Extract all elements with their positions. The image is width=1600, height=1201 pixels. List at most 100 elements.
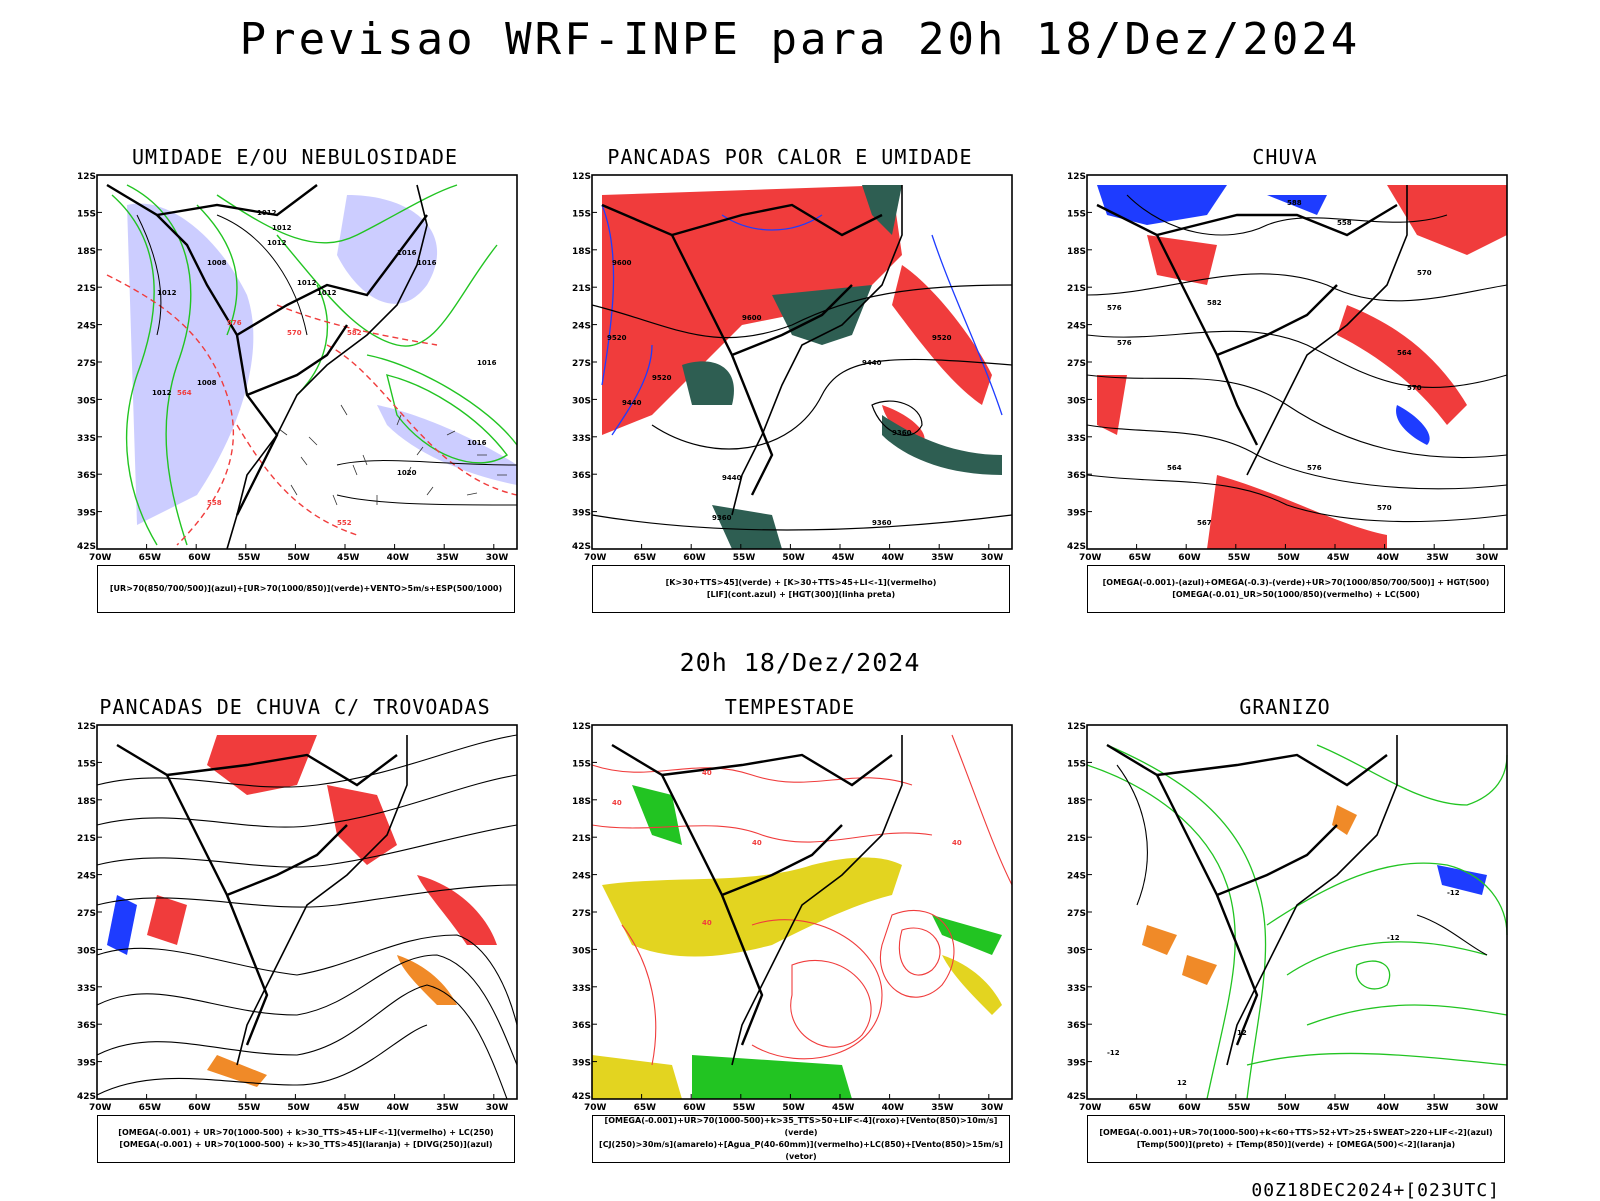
green-contours bbox=[111, 184, 518, 546]
panel-legend: [OMEGA(-0.001)-(azul)+OMEGA(-0.3)-(verde… bbox=[1087, 565, 1505, 613]
lon-tick-label: 45W bbox=[337, 553, 360, 563]
lat-tick-label: 21S bbox=[77, 284, 96, 294]
lat-tick-label: 30S bbox=[572, 396, 591, 406]
legend-line: [OMEGA(-0.001) + UR>70(1000-500) + k>30_… bbox=[119, 1140, 493, 1149]
contour-label: 1008 bbox=[207, 259, 227, 267]
fill-red bbox=[147, 735, 497, 945]
contour-label: 552 bbox=[337, 519, 352, 527]
lat-tick-label: 21S bbox=[572, 284, 591, 294]
lon-tick-label: 35W bbox=[931, 1103, 954, 1113]
lon-tick-label: 70W bbox=[89, 1103, 112, 1113]
lat-tick-label: 21S bbox=[1067, 284, 1086, 294]
contour-label: -12 bbox=[1107, 1049, 1120, 1057]
panel-title: PANCADAS DE CHUVA C/ TROVOADAS bbox=[99, 695, 491, 719]
red-contours bbox=[106, 274, 518, 546]
lon-tick-label: 50W bbox=[287, 1103, 310, 1113]
contour-label: 9520 bbox=[607, 334, 627, 342]
lon-tick-label: 65W bbox=[1129, 1103, 1152, 1113]
country-borders bbox=[611, 743, 893, 1046]
lon-tick-label: 35W bbox=[436, 1103, 459, 1113]
lat-tick-label: 36S bbox=[77, 471, 96, 481]
panel-legend: [OMEGA(-0.001)+UR>70(1000-500)+k<60+TTS>… bbox=[1087, 1115, 1505, 1163]
coastline bbox=[731, 735, 903, 1066]
lat-tick-label: 42S bbox=[1067, 1092, 1086, 1102]
contour-label: 1012 bbox=[317, 289, 337, 297]
lon-tick-label: 65W bbox=[139, 553, 162, 563]
contour-label: 570 bbox=[1417, 269, 1432, 277]
fill-red bbox=[1097, 185, 1507, 549]
lat-tick-label: 30S bbox=[1067, 946, 1086, 956]
lat-tick-label: 24S bbox=[1067, 872, 1086, 882]
legend-line: [OMEGA(-0.001)+UR>70(1000-500)+k<60+TTS>… bbox=[1099, 1128, 1493, 1137]
contour-label: 1012 bbox=[272, 224, 292, 232]
lat-tick-label: 12S bbox=[572, 722, 591, 732]
contour-label: 40 bbox=[952, 839, 962, 847]
legend-line: [K>30+TTS>45](verde) + [K>30+TTS>45+LI<-… bbox=[665, 578, 937, 587]
lon-tick-label: 40W bbox=[1377, 1103, 1400, 1113]
panel-chuva: CHUVA 12S 15S 18 bbox=[1065, 145, 1508, 625]
contour-label: -12 bbox=[1447, 889, 1460, 897]
lat-tick-label: 42S bbox=[572, 1092, 591, 1102]
panel-title: CHUVA bbox=[1252, 145, 1318, 169]
lat-tick-label: 24S bbox=[77, 322, 96, 332]
blue-contours bbox=[601, 204, 1003, 436]
lon-tick-label: 70W bbox=[1079, 553, 1102, 563]
lat-tick-label: 12S bbox=[1067, 722, 1086, 732]
lat-tick-label: 27S bbox=[572, 359, 591, 369]
lat-tick-label: 30S bbox=[1067, 396, 1086, 406]
panel-title: UMIDADE E/OU NEBULOSIDADE bbox=[131, 145, 459, 169]
contour-label: 1016 bbox=[417, 259, 437, 267]
contour-label: 567 bbox=[1197, 519, 1212, 527]
contour-label: 576 bbox=[227, 319, 242, 327]
lon-tick-label: 70W bbox=[89, 553, 112, 563]
legend-line: [LIF](cont.azul) + [HGT(300)](linha pret… bbox=[706, 590, 896, 599]
lon-tick-label: 45W bbox=[832, 1103, 855, 1113]
lat-tick-label: 18S bbox=[77, 797, 96, 807]
lon-tick-label: 55W bbox=[733, 1103, 756, 1113]
fill-orange bbox=[1142, 805, 1357, 985]
panel-legend: [UR>70(850/700/500)](azul)+[UR>70(1000/8… bbox=[97, 565, 515, 613]
lat-tick-label: 15S bbox=[572, 759, 591, 769]
contour-label: 12 bbox=[1177, 1079, 1187, 1087]
panel-legend: [OMEGA(-0.001)+UR>70(1000-500)+k>35_TTS>… bbox=[592, 1115, 1010, 1163]
lon-tick-label: 40W bbox=[882, 1103, 905, 1113]
lat-tick-label: 36S bbox=[572, 471, 591, 481]
lon-tick-label: 30W bbox=[1476, 1103, 1499, 1113]
lat-tick-label: 27S bbox=[1067, 359, 1086, 369]
contour-label: 1016 bbox=[477, 359, 497, 367]
lon-tick-label: 55W bbox=[238, 553, 261, 563]
lat-tick-label: 42S bbox=[77, 542, 96, 552]
panel-granizo: GRANIZO bbox=[1065, 695, 1508, 1175]
lon-tick-label: 40W bbox=[882, 553, 905, 563]
contour-label: 570 bbox=[287, 329, 302, 337]
contour-label: 9600 bbox=[612, 259, 632, 267]
panel-tempestade: TEMPESTADE 12S bbox=[570, 695, 1013, 1175]
lat-tick-label: 36S bbox=[572, 1021, 591, 1031]
lon-tick-label: 30W bbox=[486, 553, 509, 563]
lat-tick-label: 30S bbox=[77, 946, 96, 956]
lat-tick-label: 27S bbox=[77, 359, 96, 369]
fill-orange bbox=[207, 955, 457, 1087]
legend-line: [OMEGA(-0.01)_UR>50(1000/850)(vermelho) … bbox=[1172, 590, 1420, 599]
lat-tick-label: 39S bbox=[1067, 509, 1086, 519]
panel-title: TEMPESTADE bbox=[724, 695, 856, 719]
lat-tick-label: 36S bbox=[77, 1021, 96, 1031]
lon-tick-label: 35W bbox=[436, 553, 459, 563]
contour-label: 558 bbox=[207, 499, 222, 507]
height-contours bbox=[591, 284, 1013, 531]
lat-tick-label: 39S bbox=[1067, 1059, 1086, 1069]
lon-tick-label: 35W bbox=[1426, 1103, 1449, 1113]
coastline bbox=[731, 185, 903, 516]
temp-contours bbox=[1116, 764, 1488, 956]
lon-tick-label: 55W bbox=[1228, 1103, 1251, 1113]
lon-tick-label: 45W bbox=[832, 553, 855, 563]
lat-tick-label: 21S bbox=[572, 834, 591, 844]
fill-yellow bbox=[592, 857, 1002, 1099]
lat-tick-label: 30S bbox=[77, 396, 96, 406]
lat-tick-label: 18S bbox=[572, 247, 591, 257]
legend-line: [OMEGA(-0.001)+UR>70(1000-500)+k>35_TTS>… bbox=[604, 1116, 998, 1137]
lon-tick-label: 65W bbox=[139, 1103, 162, 1113]
lat-tick-label: 24S bbox=[77, 872, 96, 882]
